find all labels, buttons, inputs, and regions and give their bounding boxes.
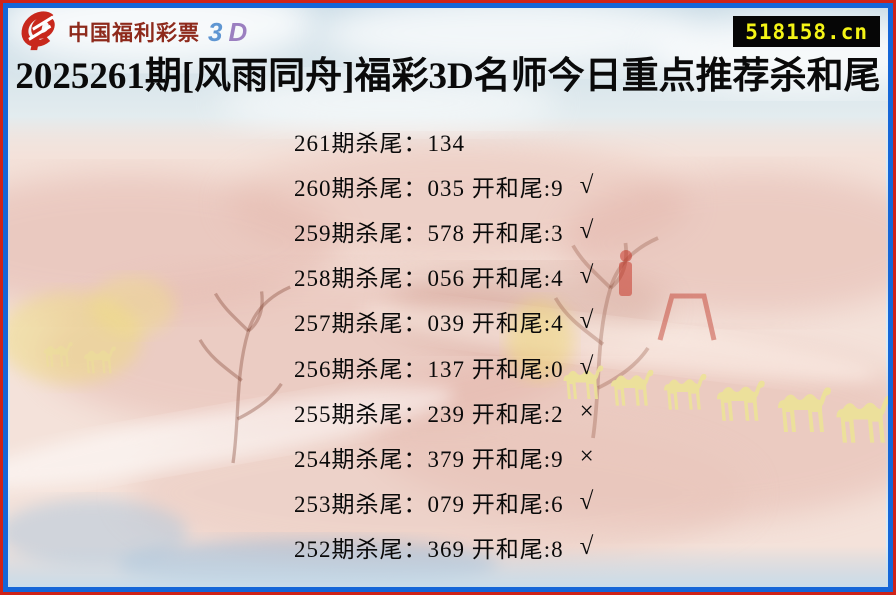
yellow-foliage xyxy=(506,300,574,380)
record-result-mark: × xyxy=(579,442,595,470)
page-title: 2025261期[风雨同舟]福彩3D名师今日重点推荐杀和尾 xyxy=(15,56,881,97)
brand-name: 中国福利彩票 xyxy=(68,22,200,45)
header: 中国福利彩票 3 D 518158.cn xyxy=(8,8,888,64)
record-row: 259期杀尾：578 开和尾:3 √ xyxy=(294,208,595,253)
red-figure xyxy=(619,262,632,296)
bare-tree xyxy=(553,236,659,439)
cloud xyxy=(8,8,318,65)
brand-suffix-d: D xyxy=(228,16,248,47)
record-row: 256期杀尾：137 开和尾:0 √ xyxy=(294,344,595,389)
content-frame: 中国福利彩票 3 D 518158.cn 2025261期[风雨同舟]福彩3D名… xyxy=(3,3,893,592)
record-text: 256期杀尾：137 开和尾:0 xyxy=(294,356,564,382)
record-row: 255期杀尾：239 开和尾:2 × xyxy=(294,389,595,434)
record-text: 253期杀尾：079 开和尾:6 xyxy=(294,492,564,518)
record-text: 252期杀尾：369 开和尾:8 xyxy=(294,537,564,563)
record-row: 258期杀尾：056 开和尾:4 √ xyxy=(294,254,595,299)
record-text: 258期杀尾：056 开和尾:4 xyxy=(294,266,564,292)
record-row: 253期杀尾：079 开和尾:6 √ xyxy=(294,480,595,525)
record-row: 252期杀尾：369 开和尾:8 √ xyxy=(294,525,595,570)
record-result-mark: √ xyxy=(579,488,595,516)
background-scene-illustration xyxy=(8,8,888,587)
brand-suffix-3: 3 xyxy=(208,16,223,47)
record-result-mark: √ xyxy=(579,262,595,290)
record-result-mark: √ xyxy=(579,171,595,199)
record-row: 254期杀尾：379 开和尾:9 × xyxy=(294,434,595,479)
red-swing-frame xyxy=(657,293,717,341)
yellow-foliage xyxy=(91,276,175,336)
record-result-mark: √ xyxy=(579,352,595,380)
brand-logo: 中国福利彩票 3 D xyxy=(16,10,247,54)
bottom-band xyxy=(8,546,888,587)
record-row: 257期杀尾：039 开和尾:4 √ xyxy=(294,299,595,344)
record-text: 255期杀尾：239 开和尾:2 xyxy=(294,401,564,427)
record-text: 257期杀尾：039 开和尾:4 xyxy=(294,311,564,337)
bare-tree xyxy=(198,285,291,464)
record-text: 259期杀尾：578 开和尾:3 xyxy=(294,220,564,246)
cloud xyxy=(318,8,698,71)
record-text: 254期杀尾：379 开和尾:9 xyxy=(294,446,564,472)
records-list: 261期杀尾：134 260期杀尾：035 开和尾:9 √ 259期杀尾：578… xyxy=(294,118,595,570)
cloud xyxy=(218,73,558,133)
record-result-mark: × xyxy=(579,397,595,425)
record-result-mark: √ xyxy=(579,216,595,244)
site-domain-badge: 518158.cn xyxy=(733,16,880,47)
record-row: 261期杀尾：134 xyxy=(294,118,595,163)
record-result-mark: √ xyxy=(579,533,595,561)
record-text: 261期杀尾：134 xyxy=(294,130,465,156)
record-row: 260期杀尾：035 开和尾:9 √ xyxy=(294,163,595,208)
record-result-mark: √ xyxy=(579,307,595,335)
record-text: 260期杀尾：035 开和尾:9 xyxy=(294,175,564,201)
red-figure xyxy=(620,250,632,262)
cwl-logo-icon xyxy=(21,11,55,51)
